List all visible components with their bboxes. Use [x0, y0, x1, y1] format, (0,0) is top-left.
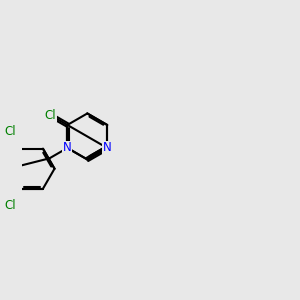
Text: Cl: Cl — [4, 199, 16, 212]
Text: Cl: Cl — [45, 109, 56, 122]
Text: Cl: Cl — [4, 125, 16, 138]
Text: N: N — [103, 142, 112, 154]
Text: N: N — [63, 142, 72, 154]
Text: O: O — [46, 109, 55, 122]
